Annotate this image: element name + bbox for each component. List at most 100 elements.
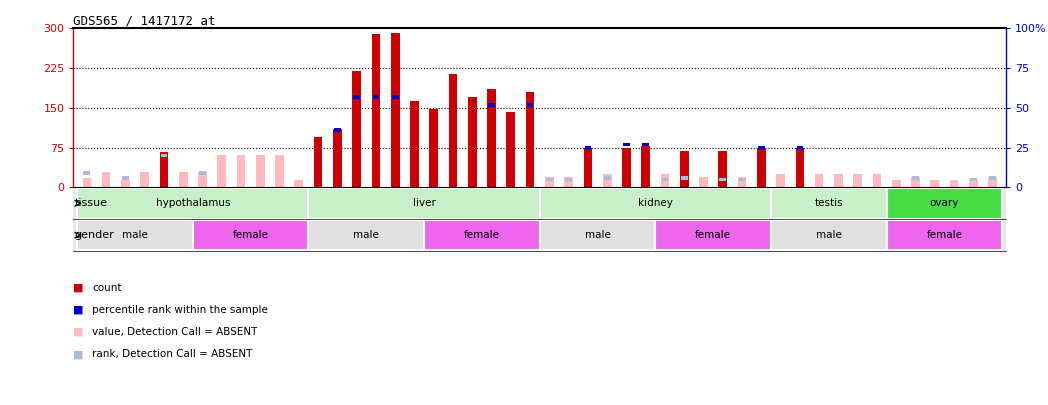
Bar	[122, 179, 130, 188]
Bar	[814, 174, 824, 188]
Text: ■: ■	[73, 327, 84, 337]
Bar	[603, 174, 611, 188]
Text: male: male	[353, 230, 379, 240]
Bar	[988, 177, 997, 188]
Bar	[911, 177, 920, 188]
Bar	[912, 176, 919, 180]
Bar	[989, 176, 996, 180]
FancyBboxPatch shape	[424, 220, 540, 250]
Bar	[506, 112, 516, 188]
Text: tissue: tissue	[74, 198, 107, 208]
Bar	[834, 174, 843, 188]
FancyBboxPatch shape	[540, 188, 771, 219]
Text: male: male	[815, 230, 842, 240]
Bar	[198, 172, 206, 188]
Bar	[333, 129, 342, 188]
FancyBboxPatch shape	[308, 188, 540, 219]
Text: gender: gender	[74, 230, 114, 240]
Bar	[122, 176, 129, 180]
Text: ■: ■	[73, 305, 84, 315]
Text: hypothalamus: hypothalamus	[155, 198, 231, 208]
Bar	[949, 179, 958, 188]
Bar	[680, 151, 689, 188]
Bar	[179, 172, 188, 188]
Bar	[487, 90, 496, 188]
Bar	[140, 172, 149, 188]
Bar	[642, 143, 649, 146]
Text: female: female	[464, 230, 500, 240]
Bar	[931, 179, 939, 188]
Bar	[84, 171, 90, 175]
Bar	[313, 137, 323, 188]
Text: count: count	[92, 283, 122, 292]
Bar	[256, 155, 265, 188]
Bar	[853, 174, 863, 188]
Bar	[372, 34, 380, 188]
Bar	[372, 95, 379, 99]
Bar	[758, 146, 765, 149]
Bar	[468, 97, 477, 188]
Bar	[757, 148, 766, 188]
Text: testis: testis	[814, 198, 843, 208]
Bar	[546, 178, 552, 181]
Bar	[276, 155, 284, 188]
Text: liver: liver	[413, 198, 436, 208]
Text: female: female	[695, 230, 732, 240]
Bar	[641, 145, 650, 188]
Bar	[237, 155, 245, 188]
Text: ovary: ovary	[930, 198, 959, 208]
Bar	[294, 179, 303, 188]
FancyBboxPatch shape	[887, 220, 1002, 250]
Text: value, Detection Call = ABSENT: value, Detection Call = ABSENT	[92, 327, 258, 337]
Text: percentile rank within the sample: percentile rank within the sample	[92, 305, 268, 315]
Bar	[584, 148, 592, 188]
Bar	[526, 92, 534, 188]
Bar	[159, 152, 169, 188]
FancyBboxPatch shape	[78, 220, 193, 250]
Bar	[449, 75, 457, 188]
Bar	[795, 148, 804, 188]
Bar	[719, 151, 727, 188]
FancyBboxPatch shape	[78, 188, 308, 219]
Bar	[738, 177, 746, 188]
Text: ■: ■	[73, 350, 84, 359]
FancyBboxPatch shape	[308, 220, 424, 250]
FancyBboxPatch shape	[771, 188, 887, 219]
Bar	[699, 177, 707, 188]
Bar	[661, 178, 669, 181]
Text: male: male	[122, 230, 148, 240]
Bar	[488, 103, 495, 107]
Bar	[430, 109, 438, 188]
Bar	[352, 71, 361, 188]
FancyBboxPatch shape	[887, 188, 1002, 219]
Bar	[739, 178, 745, 181]
Text: female: female	[233, 230, 268, 240]
FancyBboxPatch shape	[655, 220, 771, 250]
Text: kidney: kidney	[638, 198, 673, 208]
Bar	[564, 177, 573, 188]
Bar	[334, 128, 341, 132]
Bar	[217, 155, 226, 188]
Bar	[102, 172, 110, 188]
Bar	[353, 95, 361, 99]
Bar	[392, 95, 398, 99]
Bar	[565, 178, 572, 181]
Bar	[604, 176, 611, 180]
Bar	[660, 174, 670, 188]
Text: rank, Detection Call = ABSENT: rank, Detection Call = ABSENT	[92, 350, 253, 359]
Bar	[391, 32, 399, 188]
Bar	[969, 179, 978, 188]
Bar	[970, 178, 977, 181]
Text: female: female	[926, 230, 962, 240]
Text: GDS565 / 1417172_at: GDS565 / 1417172_at	[73, 14, 216, 27]
Bar	[873, 174, 881, 188]
Bar	[160, 154, 168, 158]
Bar	[681, 176, 687, 180]
Bar	[545, 177, 553, 188]
Bar	[796, 146, 803, 149]
Bar	[719, 178, 726, 181]
FancyBboxPatch shape	[193, 220, 308, 250]
FancyBboxPatch shape	[540, 220, 655, 250]
Bar	[623, 148, 631, 188]
Bar	[199, 171, 205, 175]
